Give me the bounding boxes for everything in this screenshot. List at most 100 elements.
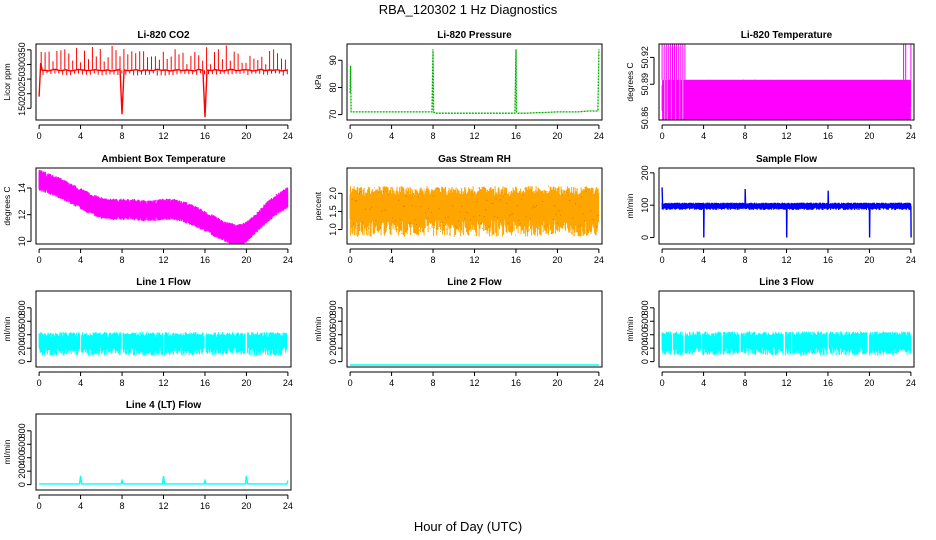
panel-2: Li-820 Pressure kPa 0 4 8 12 16 20 24 70 80 90: [313, 30, 604, 141]
panel-8: Line 2 Flow ml/min 0 4 8 12 16 20 24 0 20040060080…: [313, 277, 604, 388]
y-tick-label: 350: [17, 42, 27, 57]
temp-band: [662, 79, 911, 120]
panel-frame: [35, 43, 292, 121]
x-tick-label: 24: [594, 131, 604, 141]
x-tick-label: 0: [37, 501, 42, 511]
x-tick-label: 20: [864, 378, 874, 388]
y-tick-label: 200: [640, 341, 650, 356]
x-tick-label: 16: [200, 131, 210, 141]
panel-y-label: degrees C: [625, 62, 635, 101]
y-tick-label: 0: [640, 359, 650, 364]
x-tick-label: 16: [511, 378, 521, 388]
x-tick-label: 16: [511, 255, 521, 265]
x-tick-label: 0: [660, 255, 665, 265]
panel-data: [661, 331, 912, 356]
y-tick-label: 200: [17, 464, 27, 479]
y-tick-label: 0: [328, 359, 338, 364]
x-tick-label: 12: [781, 378, 791, 388]
panel-3: Li-820 Temperature degrees C 0 4 8 12 16 20 24 50…: [625, 30, 916, 141]
x-tick-label: 8: [120, 501, 125, 511]
y-tick-label: 150: [17, 101, 27, 116]
y-tick-label-extra: 50.86: [640, 107, 650, 130]
y-tick-label: 600: [328, 314, 338, 329]
noise-band: [38, 332, 288, 356]
x-tick-label: 8: [743, 131, 748, 141]
y-tick-label: 200: [17, 341, 27, 356]
x-tick-label: 12: [469, 378, 479, 388]
x-tick-label: 16: [823, 255, 833, 265]
y-tick-label: 1.5: [328, 205, 338, 218]
panel-title: Sample Flow: [756, 154, 817, 165]
temp-spikes: [661, 44, 912, 80]
y-tick-label: 800: [17, 423, 27, 438]
panel-y-label: ml/min: [313, 316, 323, 341]
y-tick-label: 400: [17, 450, 27, 465]
flow-noise: [662, 202, 912, 210]
panel-frame: [35, 290, 292, 368]
series-line: [661, 187, 912, 238]
x-tick-label: 0: [348, 255, 353, 265]
x-tick-label: 4: [78, 255, 83, 265]
panel-data: [661, 44, 912, 120]
y-tick-label: 90: [328, 55, 338, 65]
x-tick-label: 8: [431, 131, 436, 141]
x-tick-label: 20: [552, 255, 562, 265]
y-tick-label: 12: [17, 210, 27, 220]
x-tick-label: 24: [283, 501, 293, 511]
x-tick-label: 4: [389, 378, 394, 388]
x-tick-label: 4: [78, 378, 83, 388]
panel-y-label: ml/min: [2, 316, 12, 341]
noise-band: [349, 186, 600, 237]
x-tick-label: 12: [781, 255, 791, 265]
rh-stipple: [350, 185, 599, 237]
y-tick-label: 14: [17, 183, 27, 193]
y-tick-label: 70: [328, 110, 338, 120]
y-tick-label: 0: [17, 359, 27, 364]
x-tick-label: 8: [120, 131, 125, 141]
x-tick-label: 24: [906, 131, 916, 141]
panel-data: [39, 475, 289, 485]
x-tick-label: 16: [200, 378, 210, 388]
y-tick-label: 50.89: [640, 73, 650, 96]
x-tick-label: 0: [348, 378, 353, 388]
panel-title: Line 1 Flow: [136, 277, 191, 288]
panel-frame: [35, 167, 292, 245]
panel-title: Gas Stream RH: [438, 154, 511, 165]
panel-axes: 0 4 8 12 16 20 24 10 12 14: [17, 167, 293, 265]
co2-spikes: [40, 45, 288, 76]
x-tick-label: 0: [660, 131, 665, 141]
x-tick-label: 20: [241, 378, 251, 388]
x-tick-label: 20: [864, 131, 874, 141]
x-tick-label: 20: [864, 255, 874, 265]
y-tick-label: 100: [640, 198, 650, 213]
x-tick-label: 20: [241, 501, 251, 511]
x-tick-label: 12: [469, 255, 479, 265]
panel-title: Line 2 Flow: [447, 277, 502, 288]
panel-axes: 0 4 8 12 16 20 24 70 80 90: [328, 43, 604, 141]
y-tick-label: 600: [17, 437, 27, 452]
y-tick-label: 2.0: [328, 187, 338, 200]
panel-axes: 0 4 8 12 16 20 24 0 100 200: [640, 165, 916, 265]
x-tick-label: 12: [158, 378, 168, 388]
x-tick-label: 24: [283, 131, 293, 141]
panel-y-label: ml/min: [2, 439, 12, 464]
figure-x-label: Hour of Day (UTC): [414, 519, 522, 534]
panel-frame: [346, 167, 603, 245]
series-line: [39, 475, 289, 485]
x-tick-label: 16: [200, 501, 210, 511]
panel-frame: [346, 290, 603, 368]
x-tick-label: 12: [158, 501, 168, 511]
x-tick-label: 8: [120, 255, 125, 265]
panel-y-label: Licor ppm: [2, 63, 12, 100]
x-tick-label: 20: [241, 255, 251, 265]
panel-y-label: ml/min: [625, 193, 635, 218]
x-tick-label: 16: [823, 378, 833, 388]
panel-axes: 0 4 8 12 16 20 24 50.89 50.92 50.86: [640, 43, 916, 141]
y-tick-label: 0: [17, 482, 27, 487]
panel-y-label: percent: [313, 191, 323, 220]
series-line: [349, 49, 600, 114]
x-tick-label: 0: [37, 131, 42, 141]
